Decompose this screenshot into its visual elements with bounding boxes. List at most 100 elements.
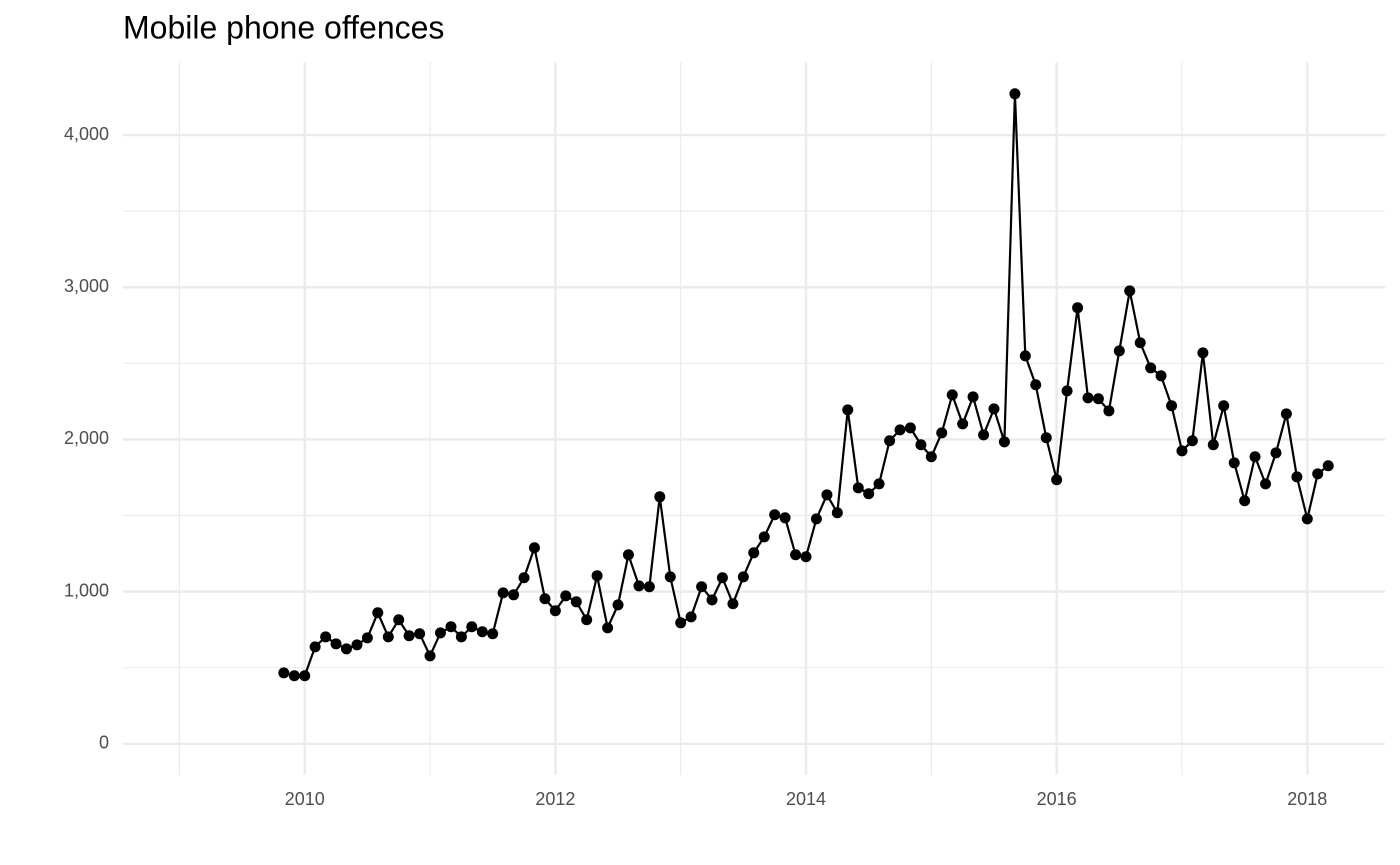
data-point: [852, 482, 864, 494]
y-tick-label: 2,000: [64, 428, 109, 448]
data-point: [560, 590, 572, 602]
data-point: [675, 617, 687, 629]
data-point: [1030, 379, 1042, 391]
data-point: [1239, 495, 1251, 507]
data-point: [1322, 460, 1334, 472]
data-point: [351, 639, 363, 651]
data-point: [320, 631, 332, 643]
data-point: [894, 424, 906, 436]
data-point: [790, 549, 802, 561]
data-point: [612, 599, 624, 611]
data-point: [1155, 370, 1167, 382]
data-point: [424, 650, 436, 662]
data-point: [1166, 400, 1178, 412]
data-point: [622, 549, 634, 561]
data-point: [800, 551, 812, 563]
data-point: [685, 611, 697, 623]
x-tick-label: 2018: [1287, 789, 1327, 809]
data-point: [696, 581, 708, 593]
data-point: [884, 435, 896, 447]
data-point: [309, 641, 321, 653]
data-point: [810, 513, 822, 525]
data-point: [1072, 302, 1084, 314]
data-point: [1145, 362, 1157, 374]
data-point: [925, 451, 937, 463]
data-point: [1249, 451, 1261, 463]
data-point: [403, 630, 415, 642]
data-point: [466, 621, 478, 633]
data-point: [1228, 457, 1240, 469]
y-tick-label: 0: [99, 733, 109, 753]
y-tick-label: 1,000: [64, 580, 109, 600]
data-point: [361, 632, 373, 644]
data-point: [1207, 439, 1219, 451]
data-point: [716, 572, 728, 584]
data-point: [414, 628, 426, 640]
data-point: [904, 422, 916, 434]
data-point: [445, 621, 457, 633]
data-point: [288, 670, 300, 682]
data-point: [978, 429, 990, 441]
data-point: [769, 509, 781, 521]
data-point: [1301, 513, 1313, 525]
data-point: [654, 491, 666, 503]
chart-title: Mobile phone offences: [123, 9, 444, 45]
x-tick-label: 2012: [535, 789, 575, 809]
data-point: [455, 631, 467, 643]
data-point: [664, 571, 676, 583]
data-point: [330, 638, 342, 650]
data-point: [842, 404, 854, 416]
data-point: [372, 607, 384, 619]
data-point: [1312, 468, 1324, 480]
data-point: [758, 531, 770, 543]
data-point: [643, 581, 655, 593]
data-point: [1291, 471, 1303, 483]
data-point: [748, 547, 760, 559]
data-point: [382, 631, 394, 643]
data-point: [602, 622, 614, 634]
data-point: [831, 507, 843, 519]
data-point: [1186, 435, 1198, 447]
x-tick-label: 2014: [786, 789, 826, 809]
data-point: [1051, 474, 1063, 486]
data-point: [1280, 408, 1292, 420]
data-point: [821, 489, 833, 501]
data-point: [706, 594, 718, 606]
data-point: [936, 427, 948, 439]
data-point: [967, 391, 979, 403]
data-point: [737, 571, 749, 583]
data-point: [1092, 393, 1104, 405]
data-point: [1040, 432, 1052, 444]
data-point: [434, 627, 446, 639]
data-point: [497, 587, 509, 599]
data-point: [633, 580, 645, 592]
data-point: [487, 628, 499, 640]
y-tick-label: 4,000: [64, 124, 109, 144]
data-point: [278, 667, 290, 679]
data-point: [1061, 385, 1073, 397]
data-point: [1103, 405, 1115, 417]
data-point: [1019, 350, 1031, 362]
data-point: [1260, 478, 1272, 490]
data-point: [299, 670, 311, 682]
data-point: [1124, 285, 1136, 297]
data-point: [528, 542, 540, 554]
y-tick-label: 3,000: [64, 276, 109, 296]
data-point: [915, 439, 927, 451]
data-point: [476, 626, 488, 638]
data-point: [779, 512, 791, 524]
data-point: [988, 403, 1000, 415]
x-tick-label: 2010: [285, 789, 325, 809]
x-tick-label: 2016: [1037, 789, 1077, 809]
data-point: [508, 589, 520, 601]
data-point: [591, 570, 603, 582]
data-point: [518, 572, 530, 584]
data-point: [957, 418, 969, 430]
data-point: [1218, 400, 1230, 412]
data-point: [581, 614, 593, 626]
data-point: [873, 478, 885, 490]
data-point: [1009, 88, 1021, 100]
data-point: [1270, 447, 1282, 459]
data-point: [998, 436, 1010, 448]
